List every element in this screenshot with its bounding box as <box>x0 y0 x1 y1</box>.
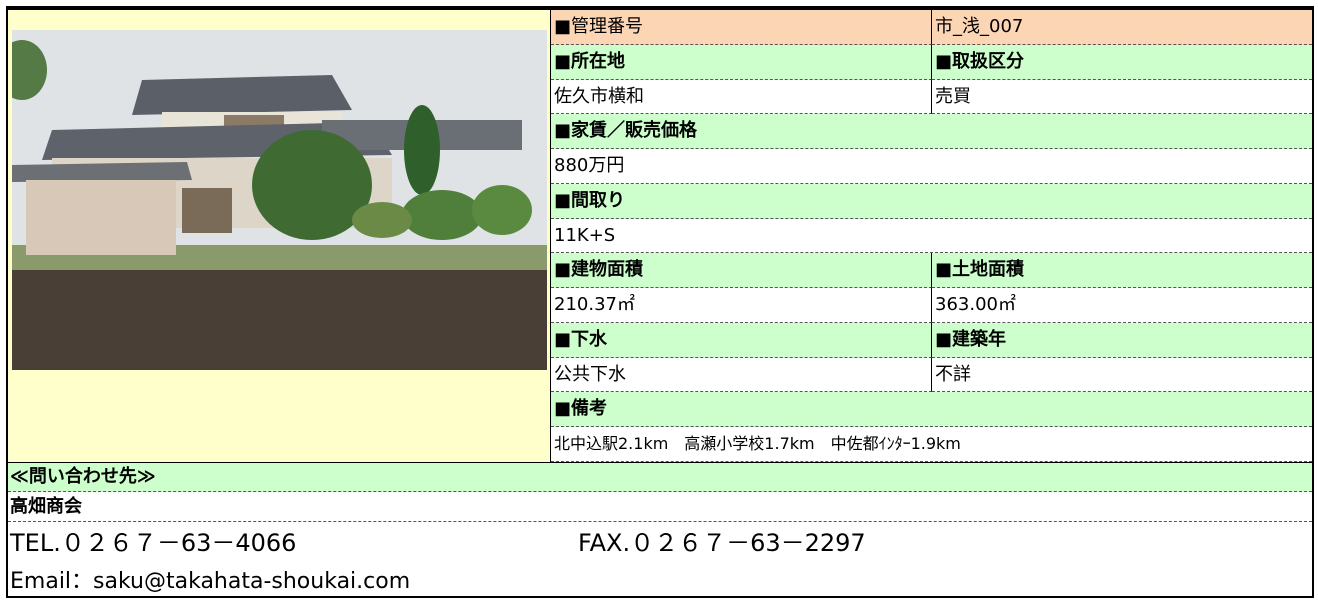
property-photo <box>12 30 547 370</box>
label-cell: ■家賃／販売価格 <box>551 114 1312 150</box>
label-cell: ■備考 <box>551 392 1312 428</box>
label-cell: ■取扱区分 <box>932 44 1312 80</box>
label-cell: ■建物面積 <box>551 253 932 289</box>
value-cell: 880万円 <box>551 149 1312 184</box>
phone: TEL.０２６７－63－4066 <box>10 529 297 557</box>
value-cell: 210.37㎡ <box>551 288 932 323</box>
photo-area <box>8 10 551 462</box>
value-cell: 売買 <box>932 79 1312 115</box>
label-cell: ■土地面積 <box>932 253 1312 289</box>
property-table: ■管理番号 市_浅_007 ■所在地 ■取扱区分 佐久市横和 売買 ■家賃／販売価格 880万… <box>551 10 1312 462</box>
value-cell: 363.00㎡ <box>932 288 1312 323</box>
listing-sheet: ■管理番号 市_浅_007 ■所在地 ■取扱区分 佐久市横和 売買 ■家賃／販売価格 880万… <box>6 6 1314 598</box>
id-cell: 市_浅_007 <box>932 10 1312 45</box>
value-cell: 11K+S <box>551 218 1312 254</box>
label-cell: ■建築年 <box>932 322 1312 358</box>
email: Email：saku@takahata-shoukai.com <box>10 569 411 594</box>
id-cell: ■管理番号 <box>551 10 932 45</box>
contact-heading: ≪問い合わせ先≫ <box>8 463 1312 492</box>
company-name: 高畑商会 <box>8 492 1312 522</box>
label-cell: ■間取り <box>551 183 1312 219</box>
value-cell: 佐久市横和 <box>551 79 932 115</box>
value-cell: 北中込駅2.1km 高瀬小学校1.7km 中佐都ｲﾝﾀｰ1.9km <box>551 427 1312 462</box>
fax: FAX.０２６７－63－2297 <box>578 529 866 557</box>
label-cell: ■所在地 <box>551 44 932 80</box>
value-cell: 不詳 <box>932 357 1312 393</box>
value-cell: 公共下水 <box>551 357 932 393</box>
contact-section: ≪問い合わせ先≫ 高畑商会 TEL.０２６７－63－4066 FAX.０２６７－… <box>8 462 1312 599</box>
label-cell: ■下水 <box>551 322 932 358</box>
phone-row: TEL.０２６７－63－4066 FAX.０２６７－63－2297 <box>8 522 1312 564</box>
